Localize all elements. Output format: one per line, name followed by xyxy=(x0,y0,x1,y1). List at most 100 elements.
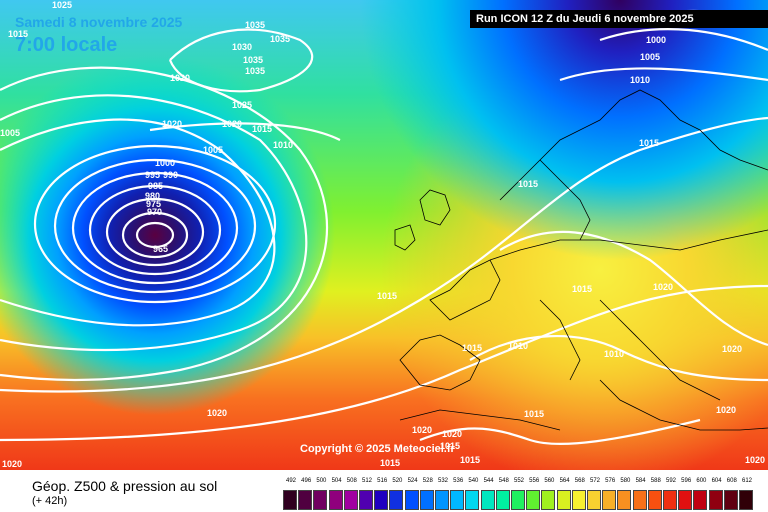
scale-value: 544 xyxy=(483,478,494,484)
scale-value: 532 xyxy=(437,478,448,484)
scale-swatch xyxy=(663,490,677,510)
scale-value: 504 xyxy=(331,478,342,484)
isobar-label: 1015 xyxy=(380,458,401,468)
scale-swatch xyxy=(328,490,343,510)
scale-swatch xyxy=(647,490,662,510)
scale-value: 520 xyxy=(392,478,403,484)
z500-color-scale: 492 496 500 504 508 512 516 520 524 528 532 536 540 5… xyxy=(283,478,753,510)
isobar-label: 1000 xyxy=(646,35,667,45)
isobar-label: 1005 xyxy=(0,128,21,138)
scale-swatch xyxy=(541,490,556,510)
scale-swatch xyxy=(359,490,373,510)
isobar-label: 1010 xyxy=(604,349,625,359)
coastlines xyxy=(394,89,768,431)
scale-swatch xyxy=(571,490,586,510)
scale-swatch xyxy=(678,490,693,510)
scale-swatch xyxy=(450,490,465,510)
scale-value: 556 xyxy=(529,478,540,484)
forecast-offset: (+ 42h) xyxy=(32,495,68,507)
scale-swatch xyxy=(495,490,510,510)
isobar-label: 1015 xyxy=(460,455,481,465)
isobar-label: 980 xyxy=(145,191,161,201)
isobar-label: 1015 xyxy=(524,409,545,419)
scale-value: 496 xyxy=(301,478,312,484)
isobar-label: 1035 xyxy=(245,66,266,76)
scale-value: 612 xyxy=(741,478,752,484)
scale-value: 568 xyxy=(574,478,585,484)
isobar-label: 1035 xyxy=(243,55,264,65)
isobar-label: 1015 xyxy=(252,124,273,134)
isobar-label: 1000 xyxy=(155,158,176,168)
scale-swatch xyxy=(723,490,738,510)
isobar-label: 1020 xyxy=(170,73,191,83)
isobar-label: 1020 xyxy=(722,344,743,354)
isobar-label: 995 xyxy=(145,170,161,180)
scale-swatch xyxy=(435,490,449,510)
isobar-label: 1020 xyxy=(162,119,183,129)
scale-swatch xyxy=(602,490,617,510)
z500-pressure-map xyxy=(0,0,768,470)
forecast-local-time: 7:00 locale xyxy=(15,34,118,56)
scale-value: 548 xyxy=(498,478,509,484)
forecast-date: Samedi 8 novembre 2025 xyxy=(15,14,183,30)
scale-swatch xyxy=(708,490,723,510)
scale-swatch xyxy=(693,490,708,510)
scale-swatch xyxy=(511,490,525,510)
isobar-label: 1010 xyxy=(273,140,294,150)
scale-value: 516 xyxy=(377,478,388,484)
scale-swatch xyxy=(283,490,297,510)
scale-value: 512 xyxy=(361,478,372,484)
scale-swatch xyxy=(465,490,480,510)
run-info-banner: Run ICON 12 Z du Jeudi 6 novembre 2025 xyxy=(470,10,768,28)
isobar-label: 1020 xyxy=(222,119,243,129)
isobar-label: 1030 xyxy=(232,42,253,52)
scale-value: 584 xyxy=(635,478,646,484)
isobar-label: 1015 xyxy=(377,291,398,301)
isobar-label: 1010 xyxy=(508,341,529,351)
scale-value: 508 xyxy=(346,478,357,484)
scale-swatch xyxy=(404,490,419,510)
isobar-label: 1035 xyxy=(245,20,266,30)
scale-value: 572 xyxy=(589,478,600,484)
scale-value: 576 xyxy=(605,478,616,484)
scale-swatch xyxy=(419,490,434,510)
scale-value: 536 xyxy=(453,478,464,484)
scale-swatch xyxy=(480,490,495,510)
scale-value: 600 xyxy=(696,478,707,484)
isobar-label: 1020 xyxy=(653,282,674,292)
scale-swatch xyxy=(739,490,753,510)
scale-swatch xyxy=(343,490,358,510)
isobar-label: 1015 xyxy=(462,343,483,353)
copyright-notice: Copyright © 2025 Meteociel.fr xyxy=(300,443,455,455)
isobar-label: 1020 xyxy=(207,408,228,418)
scale-value: 552 xyxy=(513,478,524,484)
legend-title: Géop. Z500 & pression au sol xyxy=(32,478,218,494)
isobar-label: 1020 xyxy=(716,405,737,415)
scale-swatch xyxy=(374,490,389,510)
scale-value: 588 xyxy=(650,478,661,484)
isobar-label: 975 xyxy=(146,199,162,209)
isobar-label: 1025 xyxy=(52,0,73,10)
scale-value: 500 xyxy=(316,478,327,484)
isobars xyxy=(0,9,768,446)
isobar-label: 1035 xyxy=(270,34,291,44)
scale-swatch xyxy=(617,490,632,510)
scale-value: 540 xyxy=(468,478,479,484)
isobar-label: 1020 xyxy=(412,425,433,435)
scale-value: 608 xyxy=(726,478,737,484)
isobar-label: 1015 xyxy=(440,441,461,451)
scale-value: 492 xyxy=(285,478,296,484)
scale-value: 596 xyxy=(681,478,692,484)
isobar-label: 1015 xyxy=(572,284,593,294)
isobar-label: 965 xyxy=(153,244,169,254)
scale-swatch xyxy=(632,490,647,510)
scale-value: 592 xyxy=(665,478,676,484)
isobar-label: 1015 xyxy=(518,179,539,189)
isobar-label: 1015 xyxy=(8,29,29,39)
scale-labels: 492 496 500 504 508 512 516 520 524 528 532 536 540 5… xyxy=(283,478,753,488)
scale-value: 604 xyxy=(711,478,722,484)
scale-bar xyxy=(283,490,753,510)
scale-swatch xyxy=(313,490,328,510)
isobar-label: 970 xyxy=(147,207,163,217)
isobar-label: 985 xyxy=(148,181,164,191)
